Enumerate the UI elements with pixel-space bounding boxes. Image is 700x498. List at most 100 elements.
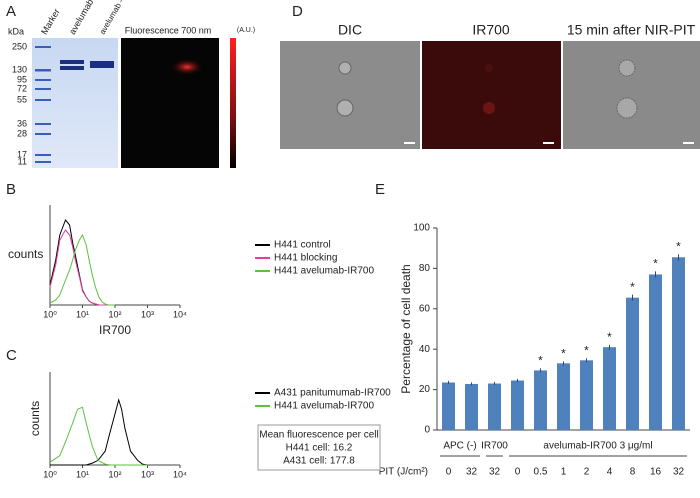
image-title: IR700 — [472, 22, 510, 38]
x-tick-label: 8 — [630, 467, 636, 478]
y-tick-label: 40 — [419, 344, 431, 355]
series-line — [49, 406, 148, 466]
legend-label: A431 panitumumab-IR700 — [274, 388, 391, 399]
legend-label: H441 avelumab-IR700 — [274, 266, 374, 277]
x-tick-label: 1 — [561, 467, 567, 478]
series-line — [49, 229, 115, 306]
series-line — [49, 233, 115, 306]
group-label: APC (-) — [443, 441, 476, 452]
marker-size: 11 — [18, 156, 27, 166]
x-axis-label: PIT (J/cm²) — [379, 467, 428, 478]
x-tick-label: 0.5 — [534, 467, 548, 478]
significance-marker: * — [607, 330, 612, 344]
marker-size: 55 — [17, 94, 27, 104]
x-tick-label: 10⁴ — [173, 309, 187, 319]
panel-label: B — [6, 181, 16, 198]
ir700-image — [422, 41, 561, 149]
significance-marker: * — [561, 346, 566, 360]
significance-marker: * — [630, 280, 635, 294]
y-tick-label: 100 — [413, 223, 430, 234]
fluorescence-image — [121, 38, 219, 168]
colorbar — [230, 38, 236, 168]
bar — [580, 360, 593, 430]
colorbar-unit: (A.U.) — [237, 27, 255, 34]
bar — [465, 383, 478, 430]
lane-label: Marker — [39, 7, 62, 36]
marker-size: 72 — [17, 83, 27, 93]
significance-marker: * — [584, 343, 589, 357]
marker-size: 130 — [12, 64, 27, 74]
x-tick-label: 0 — [515, 467, 521, 478]
series-line — [50, 398, 148, 466]
image-title: 15 min after NIR-PIT — [567, 22, 696, 38]
lane-label: avelumab — [67, 0, 95, 36]
y-axis-label: counts — [28, 401, 42, 436]
panel-label: E — [375, 181, 385, 198]
panel-label: C — [6, 347, 17, 364]
x-tick-label: 2 — [584, 467, 590, 478]
x-tick-label: 32 — [466, 467, 478, 478]
x-tick-label: 10¹ — [76, 309, 89, 319]
dic-image — [280, 41, 420, 149]
x-tick-label: 10⁰ — [43, 469, 57, 479]
x-tick-label: 32 — [673, 467, 685, 478]
marker-size: 17 — [17, 149, 27, 159]
sample-bands — [60, 60, 114, 70]
bar — [511, 380, 524, 430]
annotation: Mean fluorescence per cell — [259, 430, 379, 441]
significance-marker: * — [653, 257, 658, 271]
y-axis-label: counts — [8, 247, 43, 261]
x-tick-label: 16 — [650, 467, 662, 478]
marker-bands — [35, 46, 51, 163]
y-tick-label: 60 — [419, 303, 431, 314]
y-tick-label: 0 — [424, 425, 430, 436]
annotation-box — [257, 424, 381, 471]
panel-label: D — [292, 3, 303, 20]
x-tick-label: 10⁴ — [173, 469, 187, 479]
significance-marker: * — [676, 239, 681, 253]
bar — [557, 363, 570, 430]
unit-label: kDa — [8, 26, 24, 36]
x-tick-label: 10¹ — [76, 469, 89, 479]
y-axis-label: Percentage of cell death — [399, 264, 413, 393]
image-title: Fluorescence 700 nm — [125, 25, 212, 35]
x-tick-label: 32 — [489, 467, 501, 478]
fluorescence-band — [171, 59, 203, 75]
group-label: IR700 — [481, 441, 508, 452]
y-tick-label: 80 — [419, 263, 431, 274]
legend-label: H441 avelumab-IR700 — [274, 401, 374, 412]
annotation: H441 cell: 16.2 — [286, 443, 353, 454]
group-label: avelumab-IR700 3 μg/ml — [543, 441, 652, 452]
x-tick-label: 10³ — [141, 469, 154, 479]
legend-label: H441 blocking — [274, 253, 337, 264]
nir-pit-image — [563, 41, 700, 149]
legend-label: H441 control — [274, 240, 331, 251]
x-tick-label: 10² — [108, 469, 121, 479]
bar — [534, 370, 547, 430]
marker-size: 36 — [17, 118, 27, 128]
x-tick-label: 10² — [108, 309, 121, 319]
gel — [32, 38, 118, 168]
bar — [442, 382, 455, 430]
x-axis-label: IR700 — [99, 323, 131, 337]
bar — [672, 257, 685, 430]
significance-marker: * — [538, 354, 543, 368]
cells — [336, 59, 694, 144]
series-line — [49, 219, 115, 306]
x-tick-label: 0 — [446, 467, 452, 478]
x-tick-label: 10⁰ — [43, 309, 57, 319]
bar — [603, 347, 616, 430]
x-tick-label: 4 — [607, 467, 613, 478]
marker-size: 95 — [17, 74, 27, 84]
image-title: DIC — [338, 22, 362, 38]
marker-size: 28 — [17, 128, 27, 138]
bar — [649, 274, 662, 430]
y-tick-label: 20 — [419, 384, 431, 395]
bar — [626, 297, 639, 430]
marker-size: 250 — [12, 41, 27, 51]
annotation: A431 cell: 177.8 — [283, 456, 355, 467]
panel-label: A — [6, 3, 16, 20]
x-tick-label: 10³ — [141, 309, 154, 319]
bar — [488, 383, 501, 430]
